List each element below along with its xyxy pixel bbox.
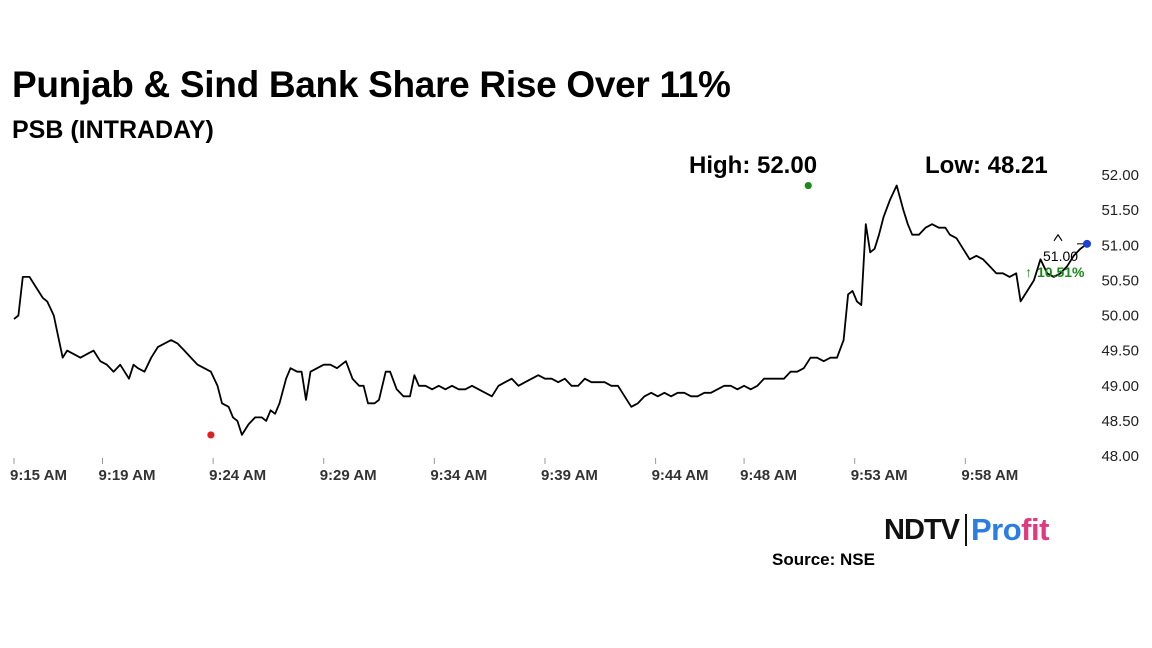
- y-tick-label: 51.00: [1101, 237, 1139, 254]
- page-title: Punjab & Sind Bank Share Rise Over 11%: [12, 64, 731, 105]
- brand-profit-part-b: fit: [1021, 512, 1049, 547]
- brand-ndtv-text: NDTV: [884, 513, 960, 546]
- price-line-chart: 48.00 48.50 49.00 49.50 50.00 50.50 51.00 51.50…: [10, 167, 1139, 484]
- x-tick-label: 9:44 AM: [652, 467, 709, 484]
- x-tick-label: 9:29 AM: [320, 467, 377, 484]
- x-tick-label: 9:53 AM: [851, 467, 908, 484]
- x-tick-label: 9:24 AM: [209, 467, 266, 484]
- chart-subtitle: PSB (INTRADAY): [12, 116, 214, 144]
- source-note: Source: NSE: [772, 550, 875, 569]
- change-percent-label: 10.51%: [1037, 264, 1085, 280]
- x-tick-label: 9:48 AM: [740, 467, 797, 484]
- caret-up-icon: [1053, 233, 1063, 242]
- low-point-marker: [207, 431, 215, 439]
- low-label: Low: 48.21: [925, 152, 1048, 179]
- brand-separator: [964, 514, 967, 546]
- y-tick-label: 51.50: [1101, 202, 1139, 219]
- last-point-marker: [1083, 239, 1091, 248]
- brand-profit-text: Profit: [971, 512, 1049, 548]
- y-tick-label: 49.00: [1101, 378, 1139, 395]
- x-tick-label: 9:39 AM: [541, 467, 598, 484]
- change-arrow-icon: ↑: [1025, 264, 1032, 280]
- x-tick-label: 9:34 AM: [430, 467, 487, 484]
- ndtv-profit-logo: NDTV Profit: [884, 512, 1049, 548]
- y-tick-label: 48.00: [1101, 448, 1139, 465]
- last-price-label: 51.00: [1043, 248, 1078, 264]
- x-tick-label: 9:15 AM: [10, 467, 67, 484]
- y-tick-label: 49.50: [1101, 343, 1139, 360]
- x-tick-label: 9:19 AM: [98, 467, 155, 484]
- x-tick-label: 9:58 AM: [961, 467, 1018, 484]
- brand-profit-part-a: Pro: [970, 512, 1022, 547]
- y-tick-label: 48.50: [1101, 413, 1139, 430]
- high-label: High: 52.00: [689, 152, 818, 179]
- y-tick-label: 50.00: [1101, 308, 1139, 325]
- y-tick-label: 50.50: [1101, 272, 1139, 289]
- high-point-marker: [804, 181, 812, 190]
- y-tick-label: 52.00: [1101, 167, 1139, 184]
- price-series-line: [13, 184, 1088, 436]
